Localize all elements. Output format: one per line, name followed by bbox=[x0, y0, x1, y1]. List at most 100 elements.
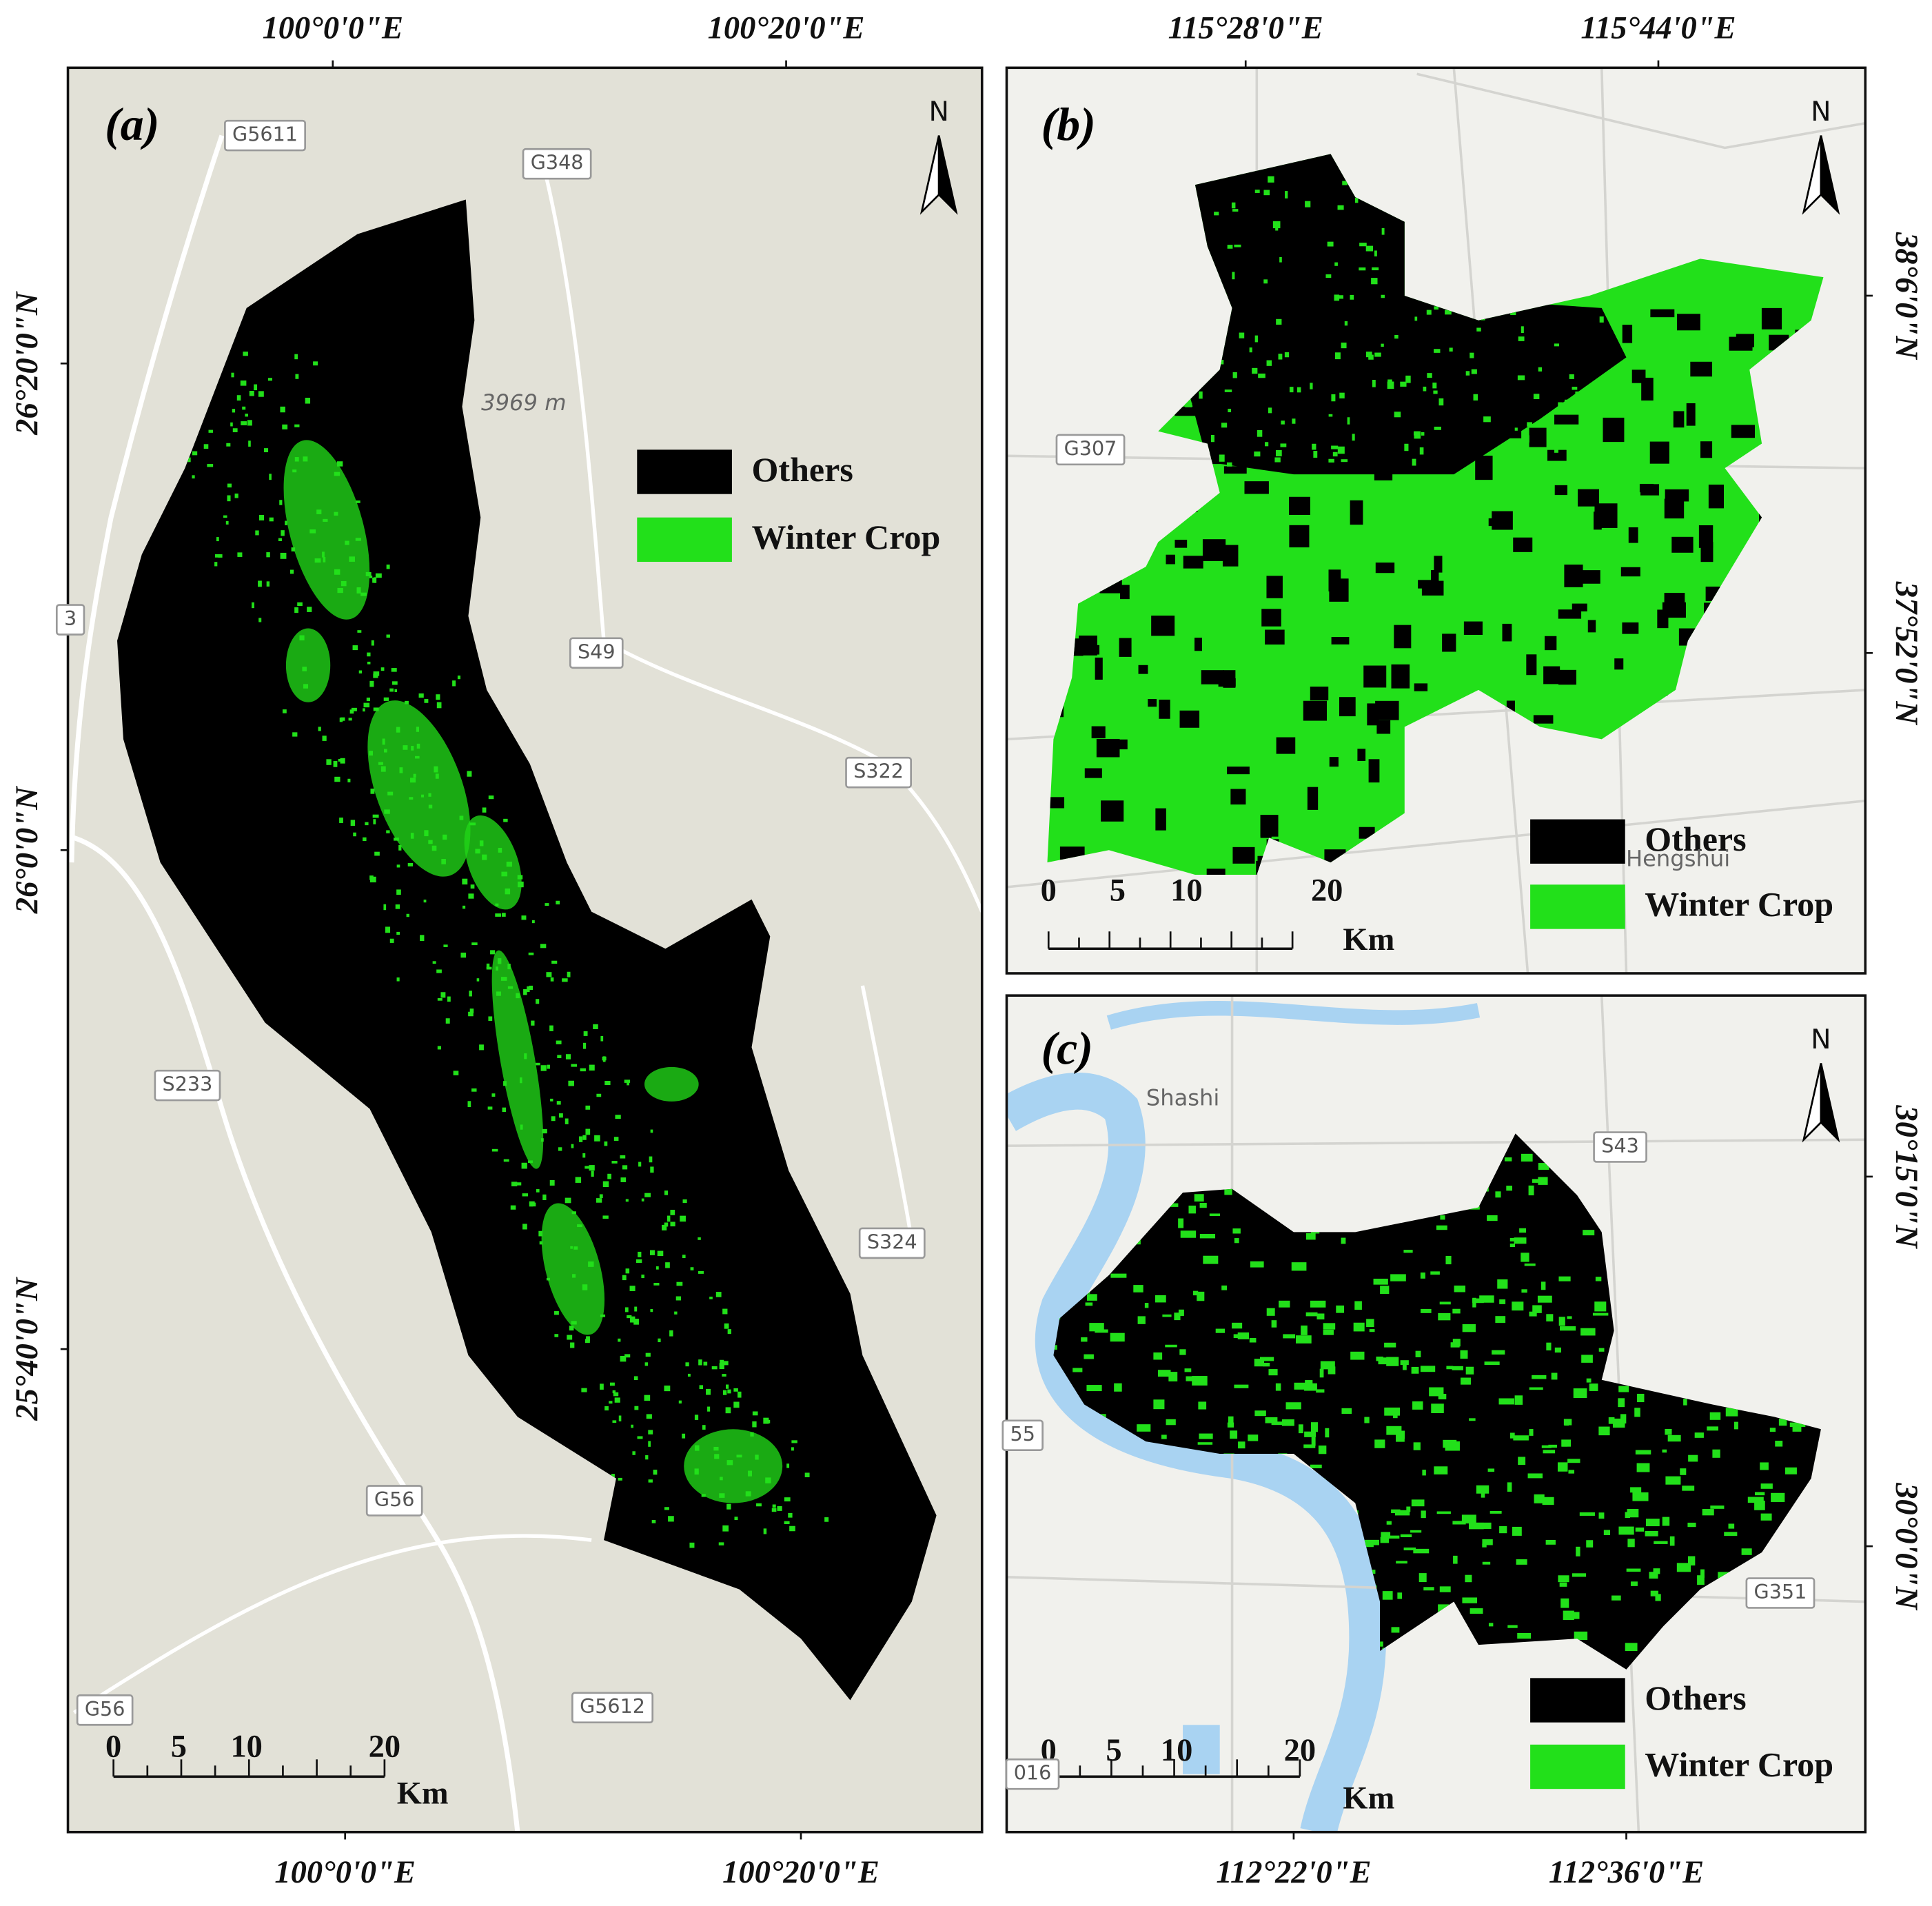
panel-frame bbox=[1005, 66, 1867, 975]
others-patch bbox=[1266, 576, 1283, 598]
longitude-label: 100°20'0"E bbox=[708, 10, 865, 45]
crop-patch bbox=[1728, 1523, 1735, 1529]
others-patch bbox=[1698, 525, 1714, 548]
others-patch bbox=[1310, 687, 1329, 700]
crop-patch bbox=[1400, 1360, 1409, 1366]
crop-pixel bbox=[711, 1366, 718, 1370]
crop-pixel bbox=[531, 920, 535, 924]
crop-pixel bbox=[772, 1504, 776, 1508]
crop-pixel bbox=[786, 1463, 790, 1468]
crop-pixel bbox=[562, 978, 568, 982]
crop-pixel bbox=[1483, 416, 1491, 423]
crop-pixel bbox=[394, 838, 399, 841]
crop-patch bbox=[1412, 1401, 1423, 1410]
crop-pixel bbox=[399, 767, 403, 773]
crop-pixel bbox=[1278, 354, 1283, 360]
crop-patch bbox=[1168, 1372, 1178, 1382]
crop-pixel bbox=[604, 1081, 611, 1086]
others-patch bbox=[1442, 633, 1456, 652]
crop-pixel bbox=[571, 1211, 576, 1215]
crop-pixel bbox=[1210, 434, 1214, 443]
road-shield bbox=[1001, 1419, 1044, 1452]
crop-pixel bbox=[457, 676, 461, 680]
crop-patch bbox=[1421, 1308, 1432, 1313]
crop-patch bbox=[1203, 1255, 1219, 1264]
crop-pixel bbox=[345, 540, 349, 545]
crop-pixel bbox=[745, 1491, 751, 1497]
crop-pixel bbox=[1554, 343, 1560, 347]
river bbox=[1106, 1001, 1481, 1030]
crop-pixel bbox=[536, 1189, 540, 1193]
crop-pixel bbox=[502, 913, 506, 917]
crop-pixel bbox=[1554, 445, 1558, 453]
crop-patch bbox=[1592, 1312, 1609, 1316]
crop-pixel bbox=[255, 530, 259, 536]
road-shield bbox=[569, 637, 624, 669]
crop-pixel bbox=[281, 530, 285, 536]
others-patch bbox=[1265, 629, 1285, 645]
crop-pixel bbox=[1252, 367, 1258, 374]
crop-pixel bbox=[582, 1284, 588, 1290]
others-patch bbox=[1357, 749, 1366, 761]
crop-pixel bbox=[290, 569, 294, 574]
crop-pixel bbox=[554, 1334, 559, 1337]
crop-patch bbox=[1489, 1510, 1502, 1514]
crop-pixel bbox=[249, 391, 254, 396]
road-shield bbox=[1005, 1758, 1060, 1790]
crop-pixel bbox=[750, 1432, 754, 1437]
crop-pixel bbox=[1341, 459, 1348, 463]
crop-pixel bbox=[1347, 417, 1350, 425]
others-patch bbox=[1631, 369, 1646, 383]
others-patch bbox=[1206, 869, 1226, 875]
crop-pixel bbox=[664, 1386, 671, 1392]
crop-patch bbox=[1571, 1612, 1580, 1619]
crop-pixel bbox=[403, 745, 408, 750]
others-patch bbox=[1502, 623, 1512, 642]
crop-pixel bbox=[824, 1517, 829, 1522]
crop-pixel bbox=[1263, 279, 1268, 284]
crop-pixel bbox=[1254, 190, 1260, 193]
crop-pixel bbox=[669, 1330, 673, 1337]
crop-patch bbox=[1499, 1299, 1506, 1304]
crop-pixel bbox=[1394, 334, 1399, 339]
crop-patch bbox=[1559, 1582, 1567, 1587]
crop-pixel bbox=[722, 1374, 726, 1377]
crop-pixel bbox=[542, 1128, 547, 1134]
crop-pixel bbox=[372, 814, 379, 818]
crop-pixel bbox=[285, 520, 287, 525]
crop-pixel bbox=[1433, 390, 1438, 394]
crop-patch bbox=[1627, 1539, 1635, 1548]
crop-pixel bbox=[682, 1255, 686, 1259]
crop-patch bbox=[1611, 1595, 1621, 1601]
crop-pixel bbox=[282, 424, 288, 429]
crop-pixel bbox=[365, 571, 372, 576]
crop-pixel bbox=[645, 1455, 649, 1460]
crop-patch bbox=[1369, 1329, 1375, 1332]
crop-pixel bbox=[657, 1250, 664, 1257]
crop-patch bbox=[1165, 1344, 1177, 1348]
crop-patch bbox=[1687, 1556, 1696, 1566]
crop-patch bbox=[1250, 1261, 1264, 1268]
crop-patch bbox=[1598, 1512, 1605, 1519]
crop-pixel bbox=[434, 766, 438, 773]
crop-patch bbox=[1513, 1435, 1529, 1441]
crop-pixel bbox=[634, 1406, 639, 1410]
crop-patch bbox=[1687, 1522, 1696, 1528]
crop-pixel bbox=[1231, 202, 1236, 209]
crop-pixel bbox=[503, 818, 508, 822]
crop-pixel bbox=[356, 587, 361, 594]
crop-pixel bbox=[416, 727, 420, 732]
crop-pixel bbox=[192, 475, 195, 479]
crop-pixel bbox=[585, 1128, 591, 1135]
crop-pixel bbox=[1234, 244, 1241, 247]
crop-pixel bbox=[369, 751, 373, 756]
road-label: G5611 bbox=[232, 123, 298, 146]
crop-patch bbox=[1393, 1413, 1398, 1419]
crop-pixel bbox=[565, 1054, 571, 1060]
crop-patch bbox=[1507, 1625, 1518, 1628]
others-patch bbox=[1148, 698, 1157, 707]
crop-pixel bbox=[469, 991, 472, 997]
crop-pixel bbox=[632, 1451, 635, 1455]
road-label: S322 bbox=[853, 760, 904, 783]
crop-patch bbox=[1452, 1366, 1463, 1370]
